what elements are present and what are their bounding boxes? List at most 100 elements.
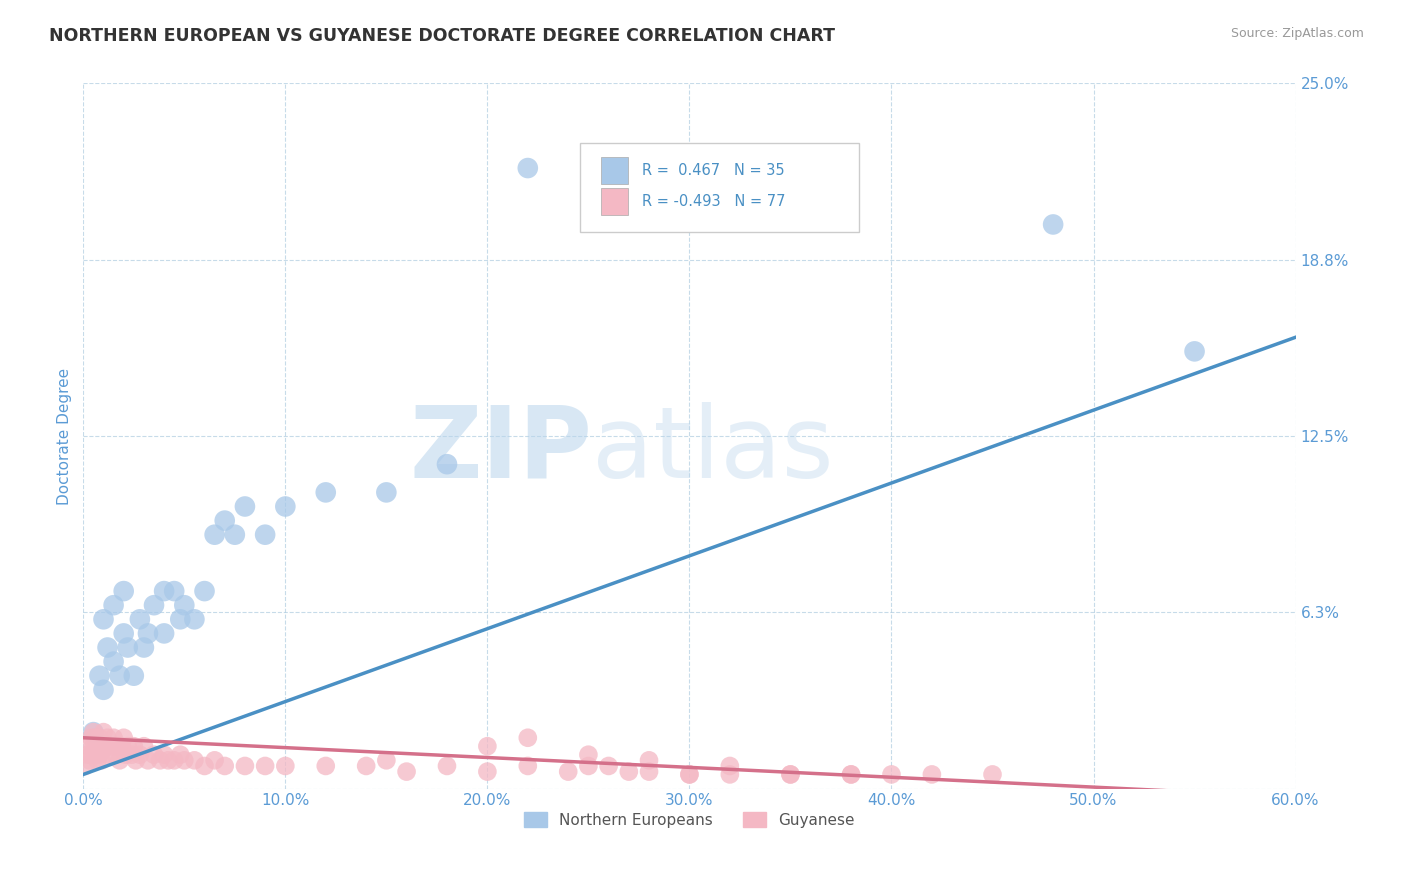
Point [274,759,297,773]
Point [117,640,139,655]
Point [617,764,640,779]
Point [89,669,111,683]
Point [143,747,166,762]
Point [254,759,277,773]
Point [89,731,111,745]
Point [436,457,458,471]
Point [395,764,418,779]
Point [98,747,121,762]
Y-axis label: Doctorate Degree: Doctorate Degree [58,368,72,505]
Point [516,731,538,745]
Point [128,612,150,626]
Point [1184,344,1206,359]
Point [880,767,903,781]
Point [128,747,150,762]
Point [103,731,125,745]
Point [84,731,107,745]
Point [96,640,118,655]
Point [107,739,129,754]
Point [204,527,226,541]
Point [132,739,155,754]
Point [132,640,155,655]
Point [75,759,97,773]
Text: R =  0.467   N = 35: R = 0.467 N = 35 [643,163,785,178]
Point [93,612,115,626]
Point [173,598,195,612]
Point [104,747,127,762]
Point [315,759,337,773]
Point [143,598,166,612]
Point [100,739,122,754]
Point [121,747,143,762]
Point [112,626,135,640]
Point [117,739,139,754]
Point [173,753,195,767]
Point [163,584,186,599]
Text: ZIP: ZIP [409,401,592,499]
Point [114,747,136,762]
Point [90,736,112,750]
Point [169,612,191,626]
Point [183,612,205,626]
Point [80,731,103,745]
Point [214,759,236,773]
Text: Source: ZipAtlas.com: Source: ZipAtlas.com [1230,27,1364,40]
Point [136,753,159,767]
Point [111,739,134,754]
Point [153,747,176,762]
Point [125,753,148,767]
Point [436,759,458,773]
Point [214,514,236,528]
Legend: Northern Europeans, Guyanese: Northern Europeans, Guyanese [517,805,860,834]
Point [516,759,538,773]
Point [779,767,801,781]
Point [233,500,256,514]
FancyBboxPatch shape [581,144,859,232]
Point [93,742,115,756]
Point [93,682,115,697]
Text: NORTHERN EUROPEAN VS GUYANESE DOCTORATE DEGREE CORRELATION CHART: NORTHERN EUROPEAN VS GUYANESE DOCTORATE … [49,27,835,45]
Point [193,759,215,773]
Point [89,747,111,762]
Point [183,753,205,767]
Point [678,767,700,781]
Point [274,500,297,514]
Point [82,739,104,754]
Point [1042,218,1064,232]
Point [981,767,1004,781]
Point [169,747,191,762]
Point [86,753,108,767]
Point [122,669,145,683]
Point [90,753,112,767]
Point [598,759,620,773]
Point [375,485,398,500]
Point [638,753,661,767]
Point [477,764,499,779]
Point [516,161,538,175]
Text: R = -0.493   N = 77: R = -0.493 N = 77 [643,194,786,210]
FancyBboxPatch shape [600,158,627,185]
Point [86,739,108,754]
Point [112,731,135,745]
Point [578,747,600,762]
Point [94,739,117,754]
Point [108,669,131,683]
Point [224,527,246,541]
Point [103,655,125,669]
Point [354,759,377,773]
Point [136,626,159,640]
Point [921,767,943,781]
Point [839,767,862,781]
Point [839,767,862,781]
Point [718,767,741,781]
Point [82,725,104,739]
Point [718,759,741,773]
FancyBboxPatch shape [600,188,627,215]
Point [204,753,226,767]
Point [96,731,118,745]
Point [82,725,104,739]
Point [79,753,101,767]
Point [149,753,172,767]
Point [122,739,145,754]
Point [375,753,398,767]
